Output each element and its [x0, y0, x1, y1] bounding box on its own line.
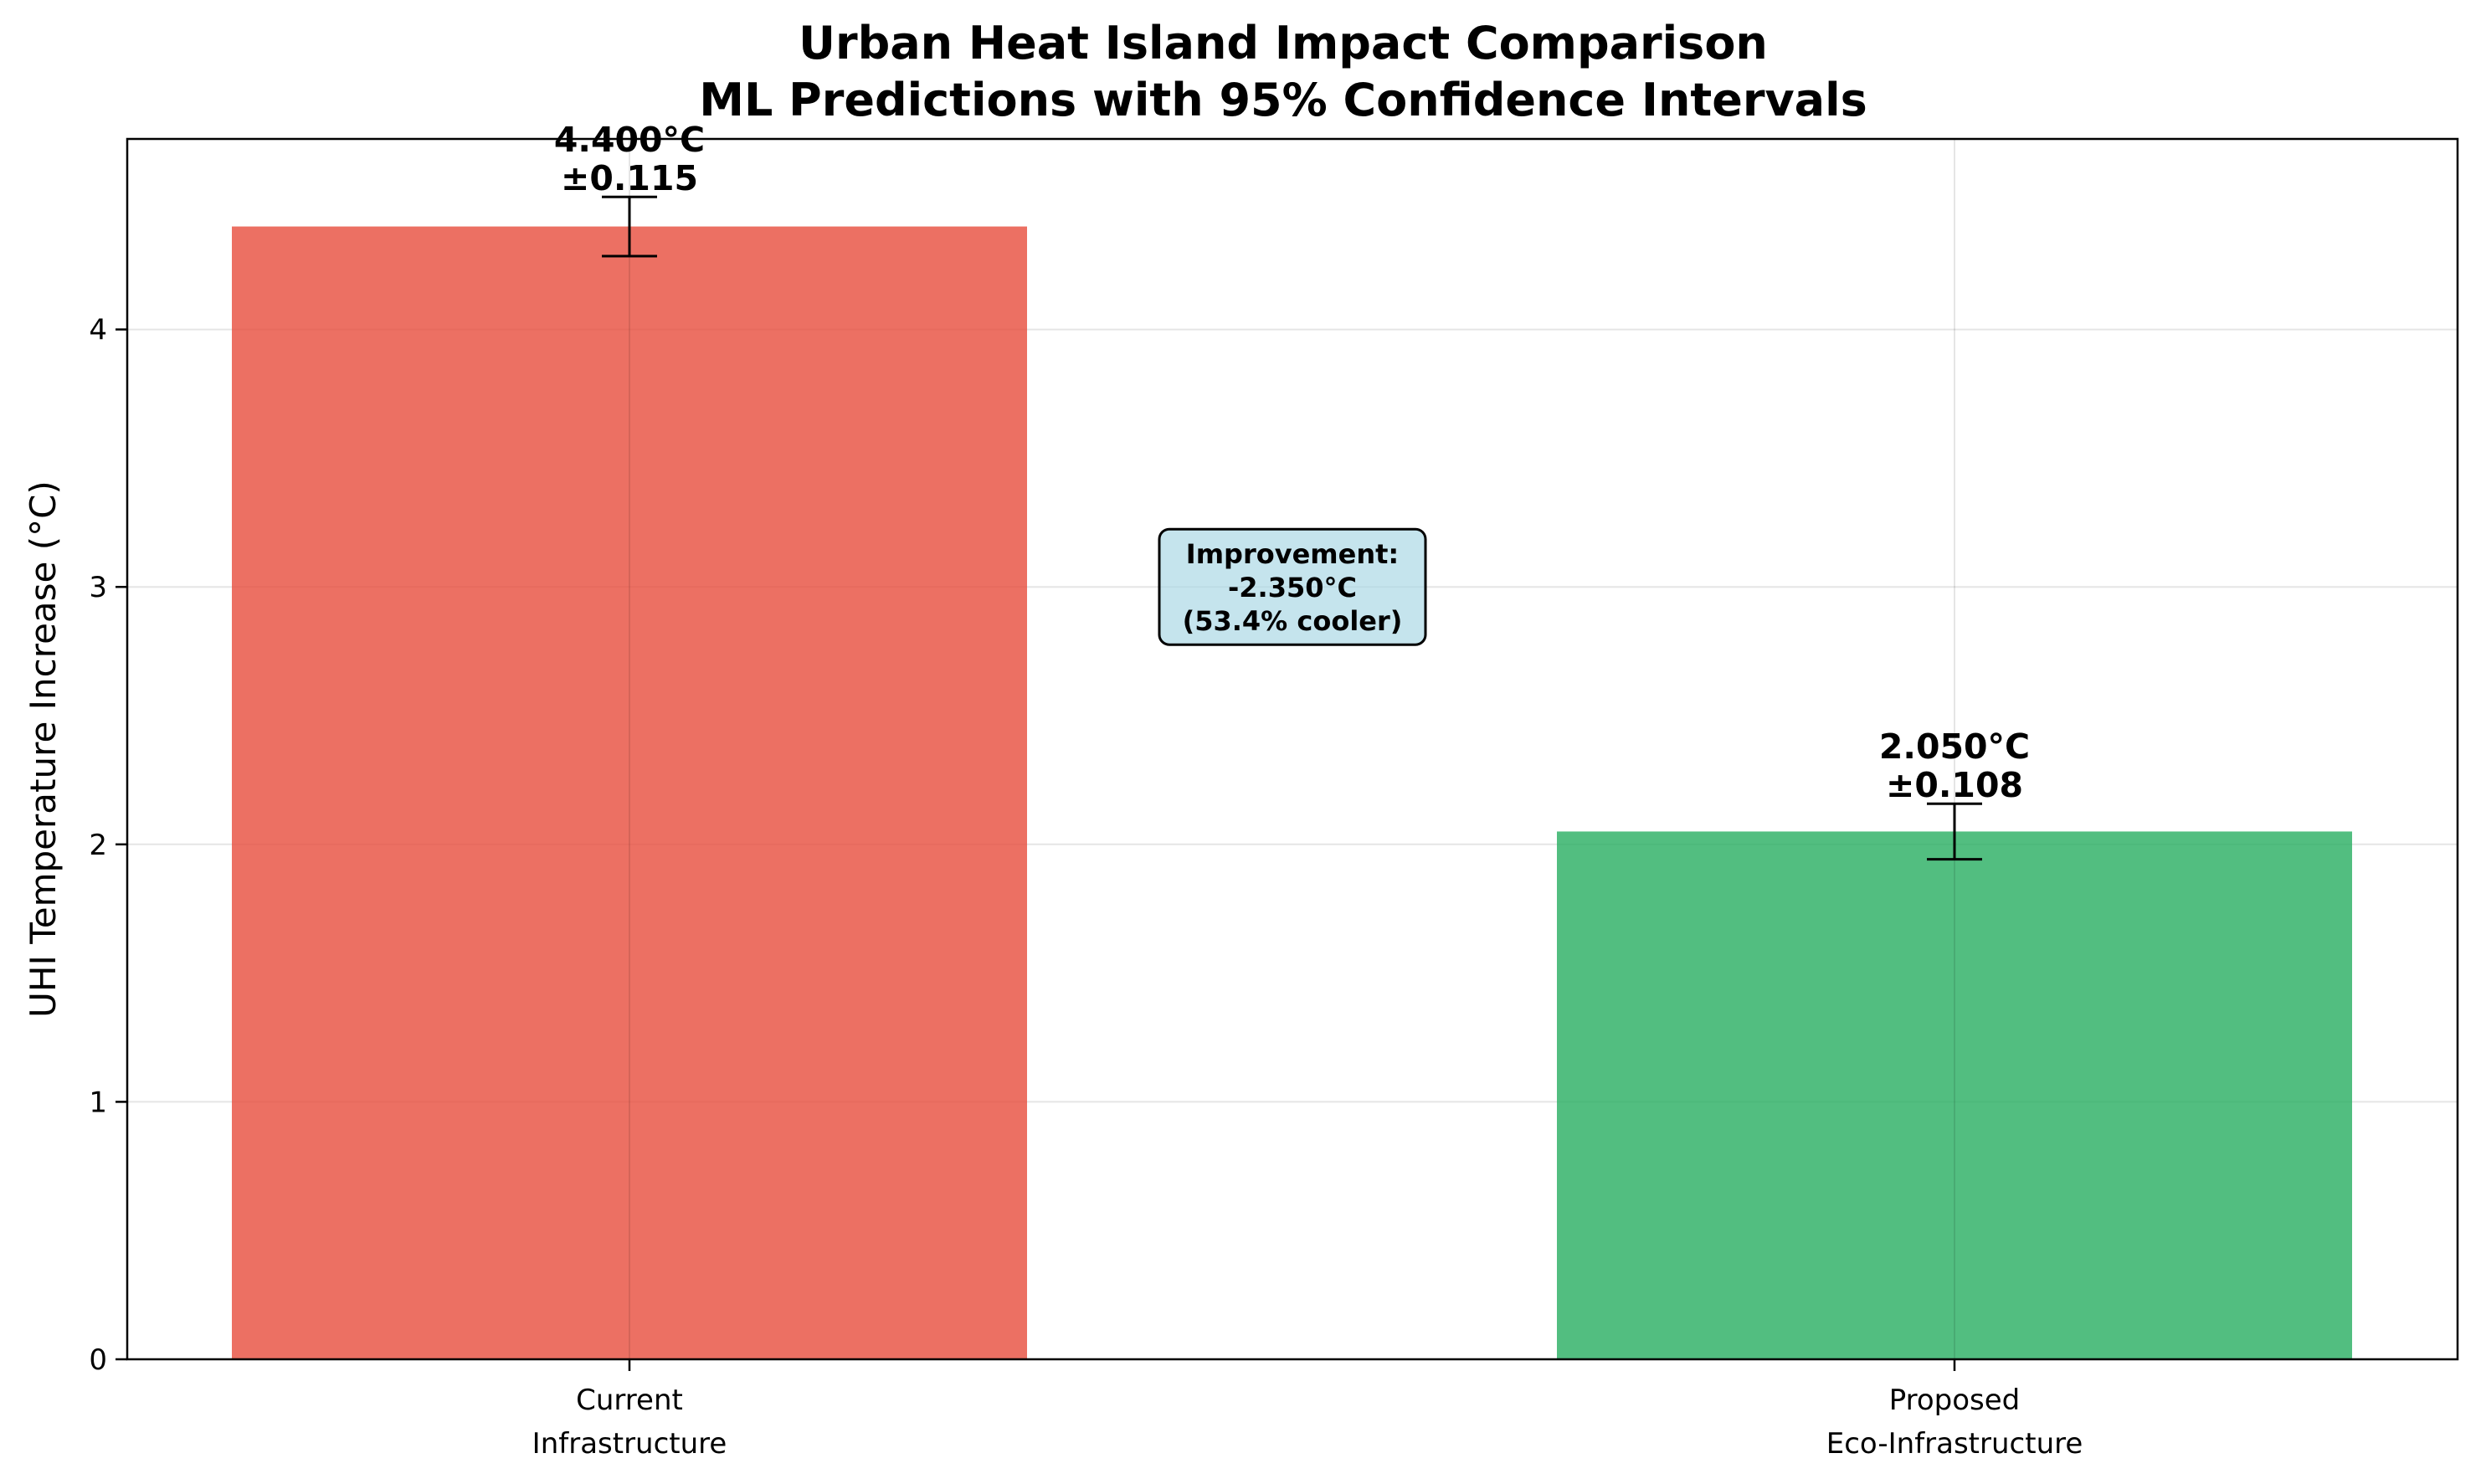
annotation-text: Improvement: — [1186, 538, 1399, 570]
annotation-text: -2.350°C — [1228, 572, 1357, 603]
chart-subtitle: ML Predictions with 95% Confidence Inter… — [699, 74, 1867, 126]
y-axis-label: UHI Temperature Increase (°C) — [23, 480, 64, 1018]
y-tick-label: 0 — [89, 1343, 107, 1377]
annotation-text: (53.4% cooler) — [1183, 605, 1403, 637]
chart-title: Urban Heat Island Impact Comparison — [799, 17, 1768, 69]
y-tick-label: 3 — [89, 571, 107, 604]
data-label: ±0.115 — [561, 158, 698, 198]
bar — [232, 226, 1027, 1359]
data-label: 2.050°C — [1879, 727, 2030, 767]
y-tick-label: 4 — [89, 314, 107, 347]
x-tick-label: Infrastructure — [532, 1427, 727, 1461]
x-tick-label: Proposed — [1889, 1384, 2021, 1417]
plot-frame — [126, 137, 2459, 1361]
data-label: ±0.108 — [1886, 765, 2023, 805]
y-tick-label: 2 — [89, 829, 107, 862]
bar — [1557, 831, 2352, 1359]
x-tick-label: Current — [576, 1384, 683, 1417]
vertical-grid-layer — [629, 139, 1955, 1359]
y-axis: 0 1 2 3 4 — [89, 314, 127, 1377]
bar-layer — [232, 226, 2352, 1359]
error-bar-layer — [602, 195, 1982, 861]
annotation-box — [1158, 527, 1427, 646]
x-tick-label: Eco-Infrastructure — [1826, 1427, 2083, 1461]
improvement-annotation: Improvement:-2.350°C(53.4% cooler) — [1158, 527, 1427, 646]
y-tick-label: 1 — [89, 1086, 107, 1119]
x-axis: Current Infrastructure Proposed Eco-Infrast… — [532, 1359, 2083, 1461]
